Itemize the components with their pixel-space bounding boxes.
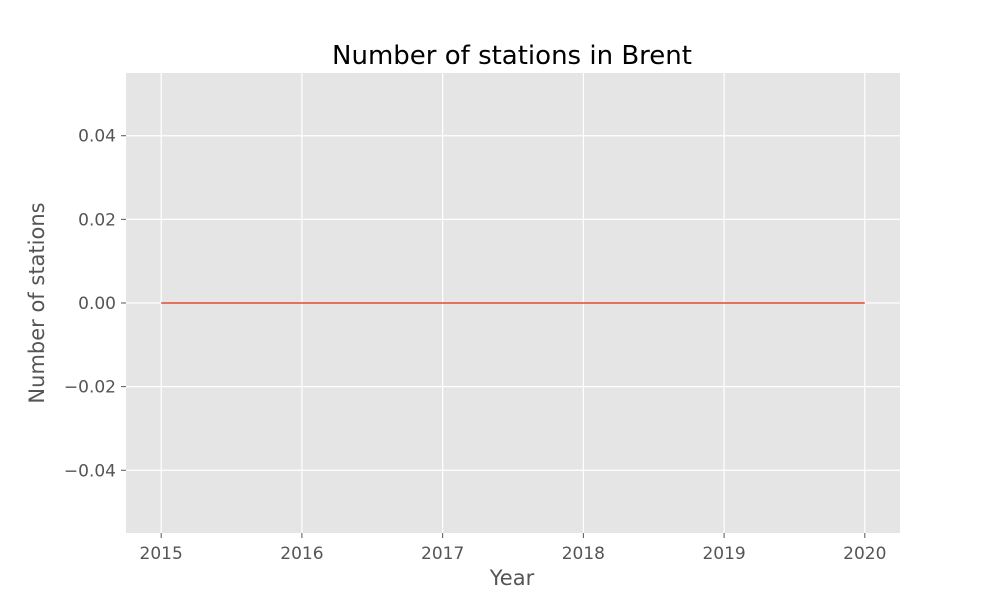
y-tick-label: 0.02 [78,210,116,230]
x-tick-label: 2015 [140,544,183,564]
y-tick-label: 0.00 [78,294,116,314]
x-tick-label: 2018 [562,544,605,564]
y-tick-label: 0.04 [78,127,116,147]
x-tick-label: 2016 [280,544,323,564]
x-tick-label: 2017 [421,544,464,564]
chart-title: Number of stations in Brent [332,41,692,71]
axis-ticks: 2015 2016 2017 2018 2019 2020 −0.04 −0.02 0.00 0.… [64,127,887,564]
x-tick-label: 2019 [702,544,745,564]
x-axis-label: Year [489,566,535,590]
y-tick-label: −0.04 [64,461,116,481]
x-tick-label: 2020 [843,544,886,564]
y-axis-label: Number of stations [25,202,49,403]
y-tick-label: −0.02 [64,378,116,398]
